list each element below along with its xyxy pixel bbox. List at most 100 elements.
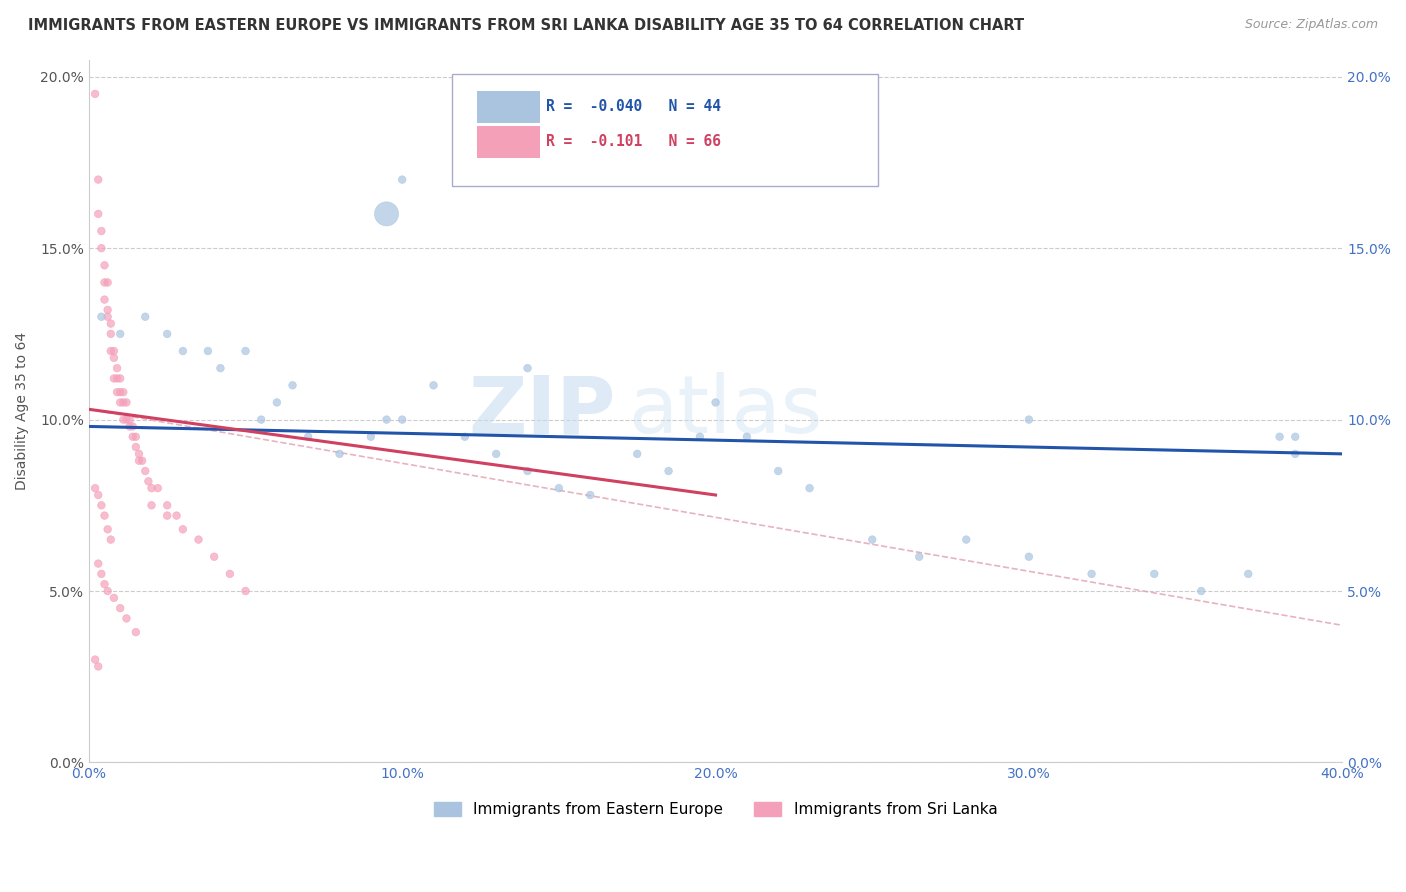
Point bbox=[689, 430, 711, 444]
Point bbox=[235, 584, 257, 599]
Point bbox=[202, 549, 225, 564]
Point bbox=[112, 412, 135, 426]
Point bbox=[1143, 566, 1166, 581]
Point bbox=[704, 395, 727, 409]
Text: atlas: atlas bbox=[628, 372, 823, 450]
Point bbox=[97, 522, 120, 536]
Point bbox=[115, 395, 138, 409]
Point bbox=[1284, 447, 1306, 461]
Text: Source: ZipAtlas.com: Source: ZipAtlas.com bbox=[1244, 18, 1378, 31]
Point bbox=[112, 385, 135, 400]
FancyBboxPatch shape bbox=[453, 74, 879, 186]
Point bbox=[118, 419, 141, 434]
Point bbox=[516, 361, 538, 376]
Point bbox=[115, 412, 138, 426]
Point bbox=[103, 351, 125, 365]
Point bbox=[391, 412, 413, 426]
Point bbox=[87, 488, 110, 502]
Point bbox=[908, 549, 931, 564]
Point bbox=[141, 481, 163, 495]
Point bbox=[121, 419, 143, 434]
Point bbox=[768, 464, 790, 478]
Point bbox=[97, 584, 120, 599]
Text: IMMIGRANTS FROM EASTERN EUROPE VS IMMIGRANTS FROM SRI LANKA DISABILITY AGE 35 TO: IMMIGRANTS FROM EASTERN EUROPE VS IMMIGR… bbox=[28, 18, 1024, 33]
Point bbox=[134, 310, 156, 324]
Point bbox=[146, 481, 169, 495]
Point bbox=[328, 447, 350, 461]
Point bbox=[97, 310, 120, 324]
Point bbox=[105, 385, 128, 400]
Legend: Immigrants from Eastern Europe, Immigrants from Sri Lanka: Immigrants from Eastern Europe, Immigran… bbox=[426, 795, 1005, 825]
FancyBboxPatch shape bbox=[478, 127, 540, 158]
Point bbox=[100, 344, 122, 359]
Point bbox=[100, 533, 122, 547]
Point bbox=[955, 533, 977, 547]
Point bbox=[87, 172, 110, 186]
Point bbox=[118, 412, 141, 426]
Text: R =  -0.101   N = 66: R = -0.101 N = 66 bbox=[547, 135, 721, 149]
Point bbox=[103, 371, 125, 385]
Point bbox=[108, 385, 131, 400]
Point bbox=[485, 447, 508, 461]
Point bbox=[97, 276, 120, 290]
Point bbox=[125, 440, 148, 454]
Point bbox=[134, 464, 156, 478]
Point bbox=[108, 371, 131, 385]
Point bbox=[1268, 430, 1291, 444]
Point bbox=[121, 430, 143, 444]
Point bbox=[156, 498, 179, 512]
Point bbox=[360, 430, 382, 444]
Point bbox=[115, 611, 138, 625]
Point bbox=[235, 344, 257, 359]
Point bbox=[87, 659, 110, 673]
Point bbox=[90, 310, 112, 324]
Point bbox=[84, 481, 107, 495]
Point bbox=[1237, 566, 1260, 581]
Point bbox=[156, 508, 179, 523]
Point bbox=[112, 395, 135, 409]
Point bbox=[172, 522, 194, 536]
Point bbox=[266, 395, 288, 409]
Point bbox=[100, 326, 122, 341]
Point bbox=[281, 378, 304, 392]
FancyBboxPatch shape bbox=[478, 91, 540, 123]
Point bbox=[97, 302, 120, 317]
Point bbox=[156, 326, 179, 341]
Point bbox=[84, 652, 107, 666]
Point bbox=[87, 557, 110, 571]
Point bbox=[93, 577, 115, 591]
Point bbox=[626, 447, 648, 461]
Point bbox=[100, 317, 122, 331]
Point bbox=[131, 454, 153, 468]
Point bbox=[250, 412, 273, 426]
Point bbox=[108, 395, 131, 409]
Point bbox=[93, 293, 115, 307]
Point bbox=[87, 207, 110, 221]
Point bbox=[209, 361, 232, 376]
Point bbox=[90, 566, 112, 581]
Point bbox=[297, 430, 319, 444]
Point bbox=[125, 625, 148, 640]
Point bbox=[197, 344, 219, 359]
Point bbox=[172, 344, 194, 359]
Point bbox=[90, 498, 112, 512]
Text: ZIP: ZIP bbox=[468, 372, 616, 450]
Point bbox=[1080, 566, 1102, 581]
Point bbox=[103, 344, 125, 359]
Point bbox=[1018, 412, 1040, 426]
Point bbox=[84, 87, 107, 101]
Point bbox=[516, 464, 538, 478]
Point bbox=[391, 172, 413, 186]
Point bbox=[735, 430, 758, 444]
Point bbox=[166, 508, 188, 523]
Point bbox=[93, 276, 115, 290]
Point bbox=[138, 475, 160, 489]
Point bbox=[93, 508, 115, 523]
Point bbox=[1189, 584, 1212, 599]
Point bbox=[90, 224, 112, 238]
Point bbox=[1284, 430, 1306, 444]
Point bbox=[105, 371, 128, 385]
Point bbox=[547, 481, 569, 495]
Point bbox=[108, 601, 131, 615]
Point bbox=[105, 361, 128, 376]
